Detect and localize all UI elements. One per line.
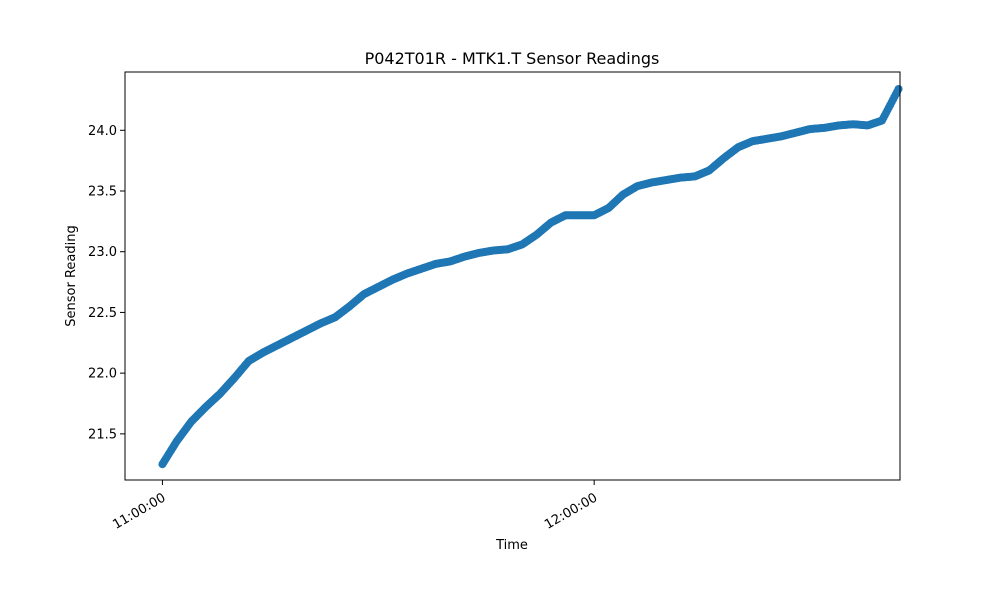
data-point: [894, 85, 903, 93]
y-tick-label: 22.0: [88, 367, 117, 382]
y-tick-label: 21.5: [88, 427, 117, 442]
y-axis-label: Sensor Reading: [64, 225, 79, 326]
y-tick-label: 23.0: [88, 245, 117, 260]
y-tick-label: 23.5: [88, 185, 117, 200]
x-tick-label: 11:00:00: [110, 490, 168, 532]
y-tick-label: 24.0: [88, 124, 117, 139]
plot-frame: [124, 71, 901, 481]
data-points: [158, 85, 903, 469]
chart-title: P042T01R - MTK1.T Sensor Readings: [365, 49, 660, 68]
x-tick-label: 12:00:00: [542, 490, 600, 532]
x-axis-label: Time: [495, 538, 528, 553]
y-axis: 21.5 22.0 22.5 23.0 23.5 24.0: [88, 124, 125, 442]
y-tick-label: 22.5: [88, 306, 117, 321]
x-axis: 11:00:00 12:00:00: [110, 480, 600, 533]
